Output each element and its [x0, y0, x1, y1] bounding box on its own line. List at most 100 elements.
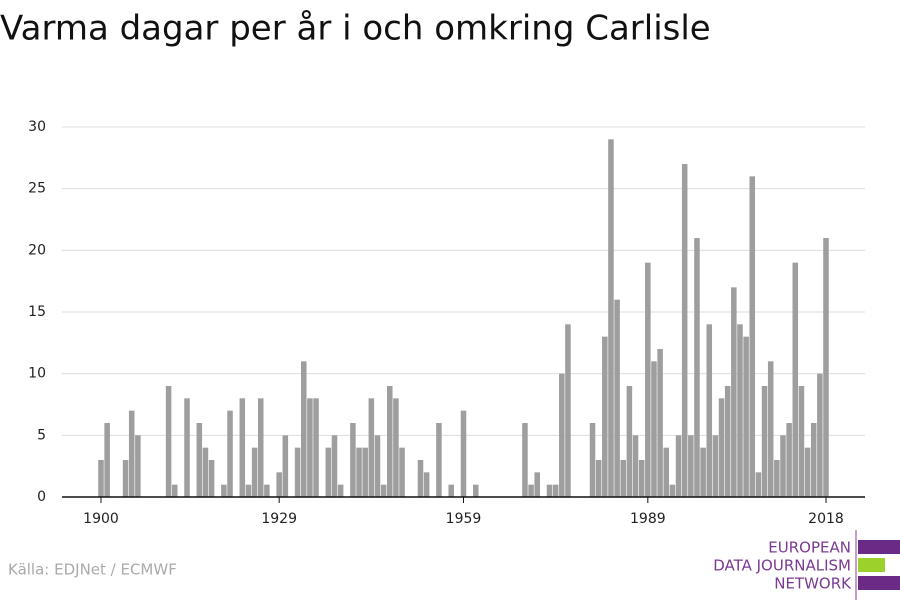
bar [171, 484, 178, 497]
bar [552, 484, 559, 497]
bar [362, 447, 368, 497]
bar [399, 447, 405, 497]
x-tick-label: 1989 [630, 511, 666, 527]
y-tick-label: 15 [28, 304, 46, 320]
bar [749, 176, 756, 498]
bar [307, 398, 313, 497]
bar [227, 410, 233, 497]
bar [331, 435, 338, 497]
bar [681, 164, 688, 497]
bar [423, 472, 430, 497]
bar [706, 324, 713, 497]
bar [638, 460, 645, 497]
bar [337, 484, 344, 497]
bar [663, 447, 670, 497]
bar [645, 262, 651, 497]
bar [724, 386, 731, 497]
bar [798, 386, 805, 497]
bar [135, 435, 141, 497]
bar [221, 484, 227, 497]
bar [608, 139, 614, 498]
bar [165, 386, 172, 497]
bar [239, 398, 246, 497]
bar [731, 287, 737, 497]
bar [614, 299, 620, 497]
bar [589, 423, 596, 497]
bar [374, 435, 381, 497]
bar [675, 435, 682, 497]
y-tick-label: 25 [28, 181, 46, 197]
bar [436, 423, 442, 497]
bar [294, 447, 301, 497]
logo-text: DATA JOURNALISM [713, 557, 851, 575]
x-tick-label: 1929 [261, 511, 297, 527]
bar [393, 398, 399, 497]
bar [522, 423, 528, 497]
bar [804, 447, 811, 497]
bar [387, 386, 393, 497]
bar [755, 472, 762, 497]
bar [380, 484, 387, 497]
bar [626, 386, 633, 497]
bar [774, 460, 780, 497]
bar [657, 349, 663, 497]
bar [694, 238, 700, 497]
y-tick-label: 10 [28, 366, 46, 382]
bar [688, 435, 694, 497]
bar [448, 484, 454, 497]
bar [651, 361, 657, 497]
bar [98, 460, 104, 497]
x-tick-label: 2018 [808, 511, 844, 527]
bar [780, 435, 786, 497]
bar [325, 447, 332, 497]
bar [276, 472, 282, 497]
x-tick-label: 1959 [446, 511, 482, 527]
bar [245, 484, 252, 497]
bar [264, 484, 270, 497]
bar [718, 398, 725, 497]
bar [700, 447, 706, 497]
bar [313, 398, 319, 497]
bar [417, 460, 424, 497]
source: Källa: EDJNet / ECMWF [8, 561, 177, 579]
bar [257, 398, 264, 497]
bar [559, 373, 565, 497]
bar [669, 484, 676, 497]
bar [737, 324, 743, 497]
bar [208, 460, 215, 497]
bar [823, 238, 829, 497]
bar [356, 447, 362, 497]
bar [620, 460, 627, 497]
logo-bar [858, 540, 900, 554]
y-tick-label: 0 [37, 489, 46, 505]
bar [251, 447, 258, 497]
bar [792, 262, 799, 497]
bar [350, 423, 356, 497]
y-tick-label: 30 [28, 119, 46, 135]
y-tick-label: 5 [37, 427, 46, 443]
bar [810, 423, 817, 497]
bar [122, 460, 129, 497]
x-tick-label: 1900 [83, 511, 119, 527]
bar [602, 336, 608, 497]
chart-title: Varma dagar per år i och omkring Carlisl… [0, 9, 711, 49]
bar [460, 410, 467, 497]
y-tick-label: 20 [28, 242, 46, 258]
bar [128, 410, 135, 497]
bar [761, 386, 768, 497]
bar [632, 435, 639, 497]
bar [368, 398, 375, 497]
bar [743, 336, 749, 497]
logo-bar [858, 576, 900, 590]
bar [196, 423, 203, 497]
bar [712, 435, 719, 497]
bar [528, 484, 534, 497]
logo-text: NETWORK [774, 575, 852, 593]
logo-bar [858, 558, 885, 572]
bar [184, 398, 190, 497]
bar [767, 361, 774, 497]
bar [202, 447, 209, 497]
logo-text: EUROPEAN [768, 539, 851, 557]
bar [282, 435, 289, 497]
